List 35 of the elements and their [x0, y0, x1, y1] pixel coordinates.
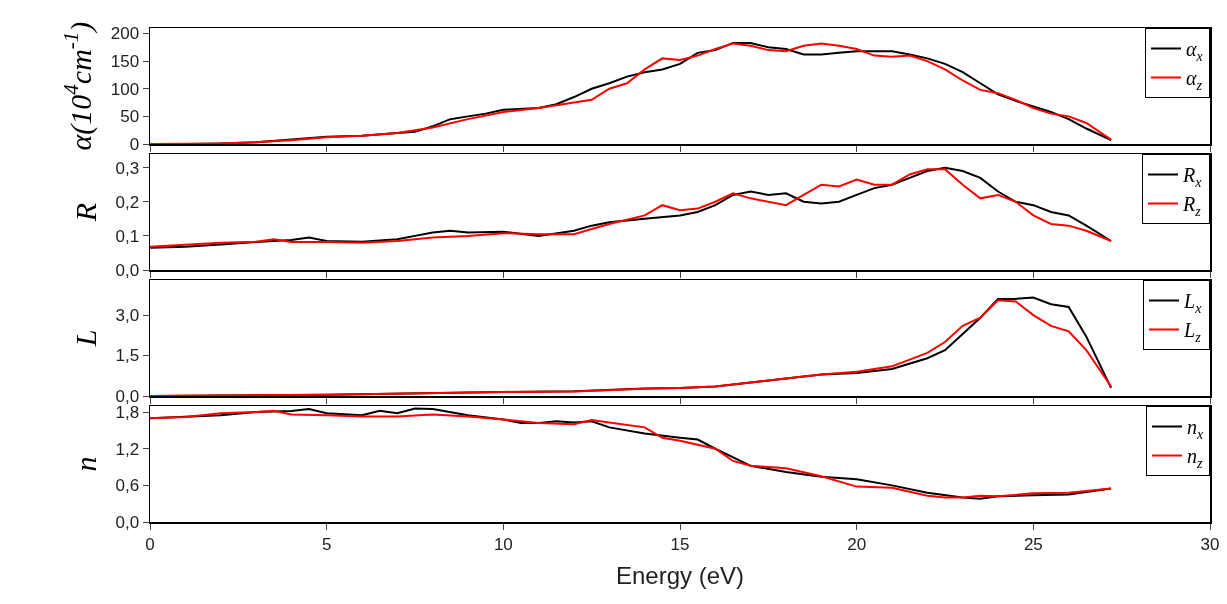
- x-tick-label: 0: [145, 534, 155, 554]
- legend-label: L$_{x}$: [1183, 290, 1203, 316]
- y-tick-label: 50: [120, 107, 140, 127]
- legend-label: α$_{x}$: [1186, 38, 1204, 64]
- y-tick-label: 0,0: [115, 260, 140, 280]
- y-axis-title: n: [68, 456, 102, 472]
- y-tick-label: 200: [110, 24, 140, 44]
- y-tick-label: 1,5: [115, 346, 140, 366]
- y-tick-label: 0,3: [115, 158, 140, 178]
- x-tick-label: 20: [847, 534, 867, 554]
- y-tick-label: 0,0: [115, 512, 140, 532]
- legend-label: n$_{z}$: [1187, 445, 1203, 471]
- y-tick-label: 1,2: [115, 439, 140, 459]
- legend-label: n$_{x}$: [1187, 416, 1204, 442]
- x-axis-title: Energy (eV): [615, 561, 745, 589]
- legend-label: L$_{z}$: [1183, 319, 1202, 345]
- y-axis-title: L: [68, 329, 102, 348]
- y-tick-label: 0: [129, 134, 140, 154]
- x-tick-label: 5: [321, 534, 332, 554]
- y-tick-label: 0,1: [115, 226, 140, 246]
- y-tick-label: 0,2: [115, 192, 140, 212]
- y-tick-label: 1,8: [115, 403, 140, 423]
- x-tick-label: 25: [1023, 534, 1043, 554]
- x-tick-label: 10: [493, 534, 513, 554]
- y-axis-title: R: [68, 202, 102, 223]
- legend-label: R$_{z}$: [1182, 193, 1202, 219]
- y-tick-label: 100: [110, 79, 140, 99]
- y-tick-label: 0,0: [115, 386, 140, 406]
- legend-label: R$_{x}$: [1182, 164, 1203, 190]
- legend-label: α$_{z}$: [1186, 67, 1203, 93]
- x-tick-label: 30: [1200, 534, 1220, 554]
- x-tick-label: 15: [670, 534, 690, 554]
- y-tick-label: 3,0: [115, 306, 140, 326]
- y-tick-label: 0,6: [115, 476, 140, 496]
- y-tick-label: 150: [110, 52, 140, 72]
